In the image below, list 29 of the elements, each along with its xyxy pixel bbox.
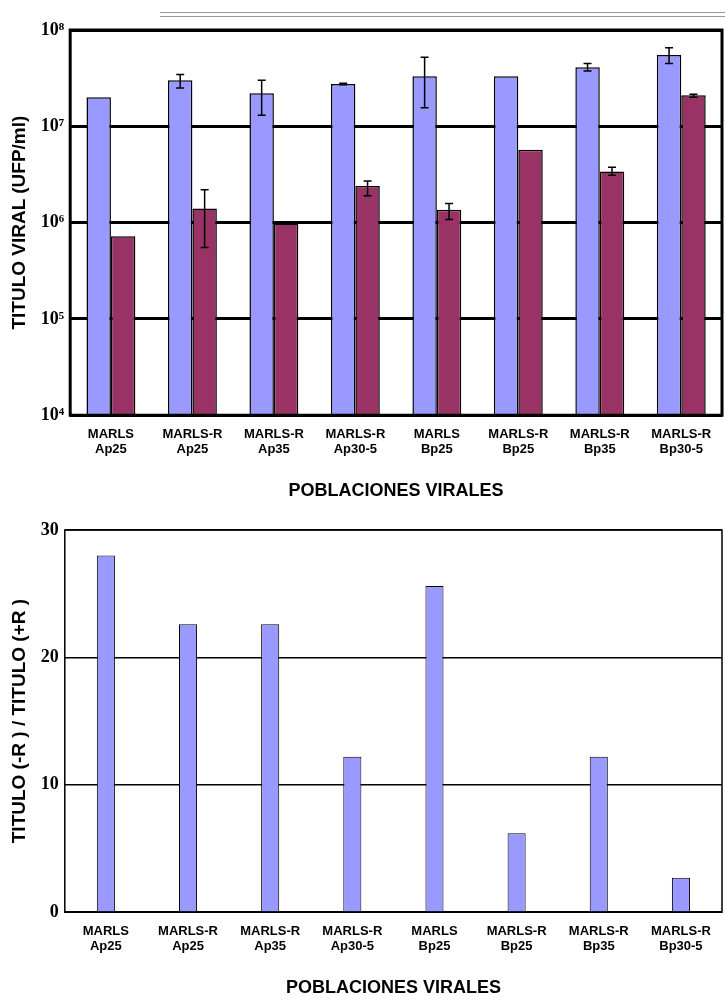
y-tick-label: 10 <box>40 773 59 794</box>
y-tick-label: 0 <box>49 900 59 921</box>
y-axis-title: TITULO VIRAL (UFP/ml) <box>7 115 29 330</box>
x-tick-label: MARLS Bp25 <box>411 922 458 954</box>
y-tick-label: 10⁷ <box>40 114 65 135</box>
x-tick-label: MARLS-R Ap25 <box>162 425 223 457</box>
x-tick-label: MARLS-R Ap35 <box>240 922 301 954</box>
y-tick-label: 20 <box>40 646 59 667</box>
x-tick-label: MARLS-R Ap30-5 <box>325 425 386 457</box>
x-tick-label: MARLS-R Bp25 <box>488 425 549 457</box>
y-tick-label: 10⁶ <box>40 211 65 232</box>
x-tick-label: MARLS-R Bp30-5 <box>651 425 712 457</box>
x-tick-label: MARLS-R Bp35 <box>569 425 631 457</box>
x-tick-label: MARLS-R Bp35 <box>568 922 630 954</box>
x-axis-title: POBLACIONES VIRALES <box>288 480 504 501</box>
x-tick-label: MARLS-R Ap35 <box>243 425 305 457</box>
x-tick-label: MARLS Bp25 <box>413 425 461 457</box>
y-axis-title: TITULO (-R ) / TITULO (+R ) <box>7 598 29 844</box>
x-tick-label: MARLS-R Bp30-5 <box>650 922 712 954</box>
y-tick-label: 10⁵ <box>40 307 65 328</box>
x-tick-label: MARLS-R Ap30-5 <box>322 922 383 954</box>
x-tick-label: MARLS Ap25 <box>87 425 135 457</box>
x-axis-title: POBLACIONES VIRALES <box>285 977 501 998</box>
y-tick-label: 30 <box>40 518 59 539</box>
x-tick-label: MARLS-R Bp25 <box>486 922 548 954</box>
y-tick-label: 10⁸ <box>40 18 65 39</box>
x-tick-label: MARLS-R Ap25 <box>158 922 219 954</box>
x-tick-label: MARLS Ap25 <box>82 922 130 954</box>
y-tick-label: 10⁴ <box>40 403 65 424</box>
